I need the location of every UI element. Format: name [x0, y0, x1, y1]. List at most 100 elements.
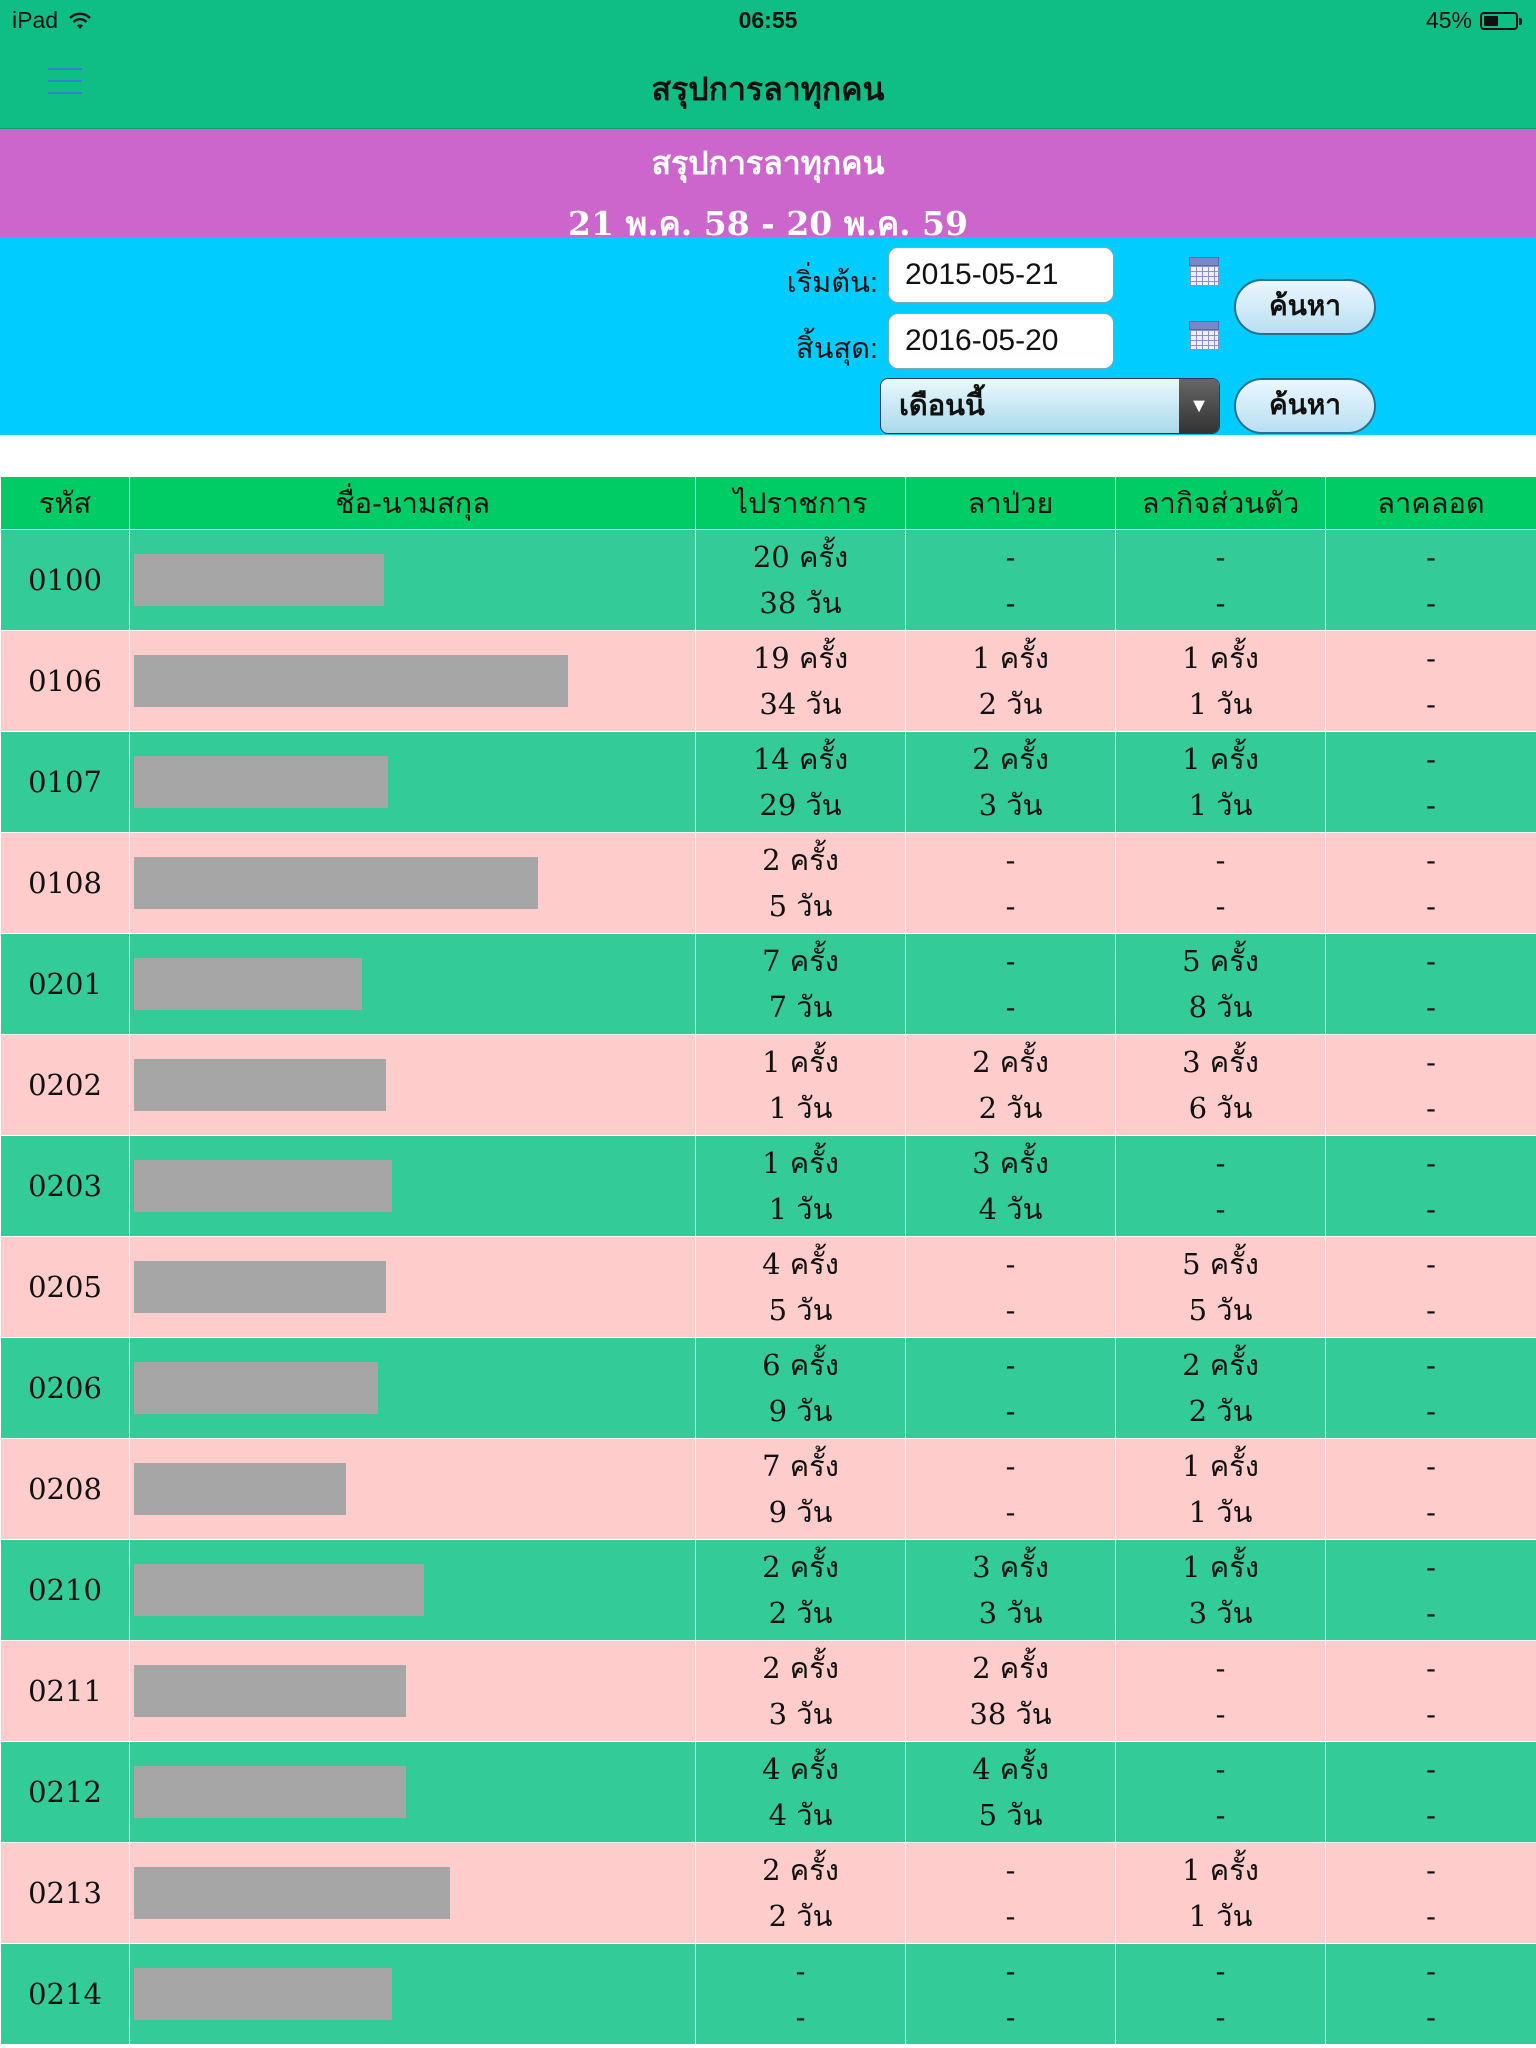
search-button[interactable]: ค้นหา	[1234, 279, 1376, 335]
redacted-name	[134, 1059, 386, 1111]
personal-leave-cell-count: -	[1215, 1651, 1226, 1685]
redacted-name	[134, 756, 388, 808]
table-row: 0205 4 ครั้ง 5 วัน - -5 ครั้ง 5 วัน - -	[0, 1236, 1536, 1338]
employee-name-cell	[129, 630, 696, 732]
start-calendar-icon[interactable]	[1189, 257, 1219, 286]
official-duty-cell-count: 1 ครั้ง	[762, 1045, 839, 1079]
official-duty-cell-count: 2 ครั้ง	[762, 843, 839, 877]
sick-leave-cell-count: 4 ครั้ง	[972, 1752, 1049, 1786]
sick-leave-cell: 2 ครั้ง 38 วัน	[905, 1640, 1116, 1742]
table-row: 0100 20 ครั้ง 38 วัน - - - - - -	[0, 529, 1536, 631]
official-duty-cell-days: 5 วัน	[768, 1293, 833, 1327]
maternity-leave-cell-days: -	[1426, 990, 1436, 1024]
sick-leave-cell-count: -	[1005, 1853, 1016, 1887]
status-bar: iPad 06:55 45%	[0, 0, 1536, 40]
personal-leave-cell: 3 ครั้ง 6 วัน	[1115, 1034, 1326, 1136]
personal-leave-cell-count: 1 ครั้ง	[1182, 641, 1259, 675]
official-duty-cell-count: 7 ครั้ง	[762, 944, 839, 978]
table-row: 0210 2 ครั้ง 2 วัน 3 ครั้ง 3 วัน 1 ครั้ง 3 วัน…	[0, 1539, 1536, 1641]
official-duty-cell: 19 ครั้ง 34 วัน	[695, 630, 906, 732]
sick-leave-cell-count: -	[1005, 843, 1016, 877]
employee-code: 0202	[0, 1034, 130, 1136]
sick-leave-cell-days: 3 วัน	[978, 1596, 1043, 1630]
official-duty-cell: 2 ครั้ง 3 วัน	[695, 1640, 906, 1742]
official-duty-cell-days: 2 วัน	[768, 1596, 833, 1630]
maternity-leave-cell: --	[1325, 1640, 1536, 1742]
personal-leave-cell-days: 1 วัน	[1188, 1495, 1253, 1529]
personal-leave-cell: --	[1115, 1943, 1326, 2045]
personal-leave-cell: --	[1115, 832, 1326, 934]
personal-leave-cell-days: 6 วัน	[1188, 1091, 1253, 1125]
table-row: 0203 1 ครั้ง 1 วัน 3 ครั้ง 4 วัน - - - -	[0, 1135, 1536, 1237]
redacted-name	[134, 1766, 406, 1818]
employee-name-cell	[129, 1640, 696, 1742]
official-duty-cell-days: 9 วัน	[768, 1495, 833, 1529]
wifi-icon	[69, 12, 91, 29]
personal-leave-cell: --	[1115, 1135, 1326, 1237]
official-duty-cell-count: 1 ครั้ง	[762, 1146, 839, 1180]
table-row: 0106 19 ครั้ง 34 วัน 1 ครั้ง 2 วัน 1 ครั้ง 1 ว…	[0, 630, 1536, 732]
sick-leave-cell-days: -	[1005, 1293, 1016, 1327]
maternity-leave-cell-days: -	[1426, 1495, 1436, 1529]
maternity-leave-cell-days: -	[1426, 1596, 1436, 1630]
maternity-leave-cell-count: -	[1426, 1348, 1436, 1382]
personal-leave-cell-days: 1 วัน	[1188, 687, 1253, 721]
employee-name-cell	[129, 1236, 696, 1338]
official-duty-cell-days: 4 วัน	[768, 1798, 833, 1832]
period-search-button[interactable]: ค้นหา	[1234, 378, 1376, 434]
maternity-leave-cell-count: -	[1426, 1853, 1436, 1887]
maternity-leave-cell-days: -	[1426, 1293, 1436, 1327]
leave-summary-table: รหัส ชื่อ-นามสกุล ไปราชการ ลาป่วย ลากิจส…	[0, 476, 1536, 2045]
sick-leave-cell-count: 2 ครั้ง	[972, 1651, 1049, 1685]
personal-leave-cell-count: 1 ครั้ง	[1182, 1853, 1259, 1887]
maternity-leave-cell: --	[1325, 1842, 1536, 1944]
personal-leave-cell-days: 8 วัน	[1188, 990, 1253, 1024]
end-date-input[interactable]: 2016-05-20	[888, 313, 1114, 369]
employee-code: 0106	[0, 630, 130, 732]
period-select[interactable]: เดือนนี้ ▼	[880, 378, 1220, 434]
maternity-leave-cell-days: -	[1426, 1192, 1436, 1226]
employee-code: 0205	[0, 1236, 130, 1338]
maternity-leave-cell: --	[1325, 1741, 1536, 1843]
sick-leave-cell-count: 3 ครั้ง	[972, 1146, 1049, 1180]
dropdown-arrow-icon: ▼	[1179, 379, 1219, 433]
official-duty-cell-count: 20 ครั้ง	[752, 540, 849, 574]
maternity-leave-cell-count: -	[1426, 1651, 1436, 1685]
sick-leave-cell-days: 2 วัน	[978, 1091, 1043, 1125]
personal-leave-cell: 2 ครั้ง 2 วัน	[1115, 1337, 1326, 1439]
employee-code: 0107	[0, 731, 130, 833]
personal-leave-cell-days: 2 วัน	[1188, 1394, 1253, 1428]
sick-leave-cell: 2 ครั้ง 3 วัน	[905, 731, 1116, 833]
official-duty-cell-count: 19 ครั้ง	[752, 641, 849, 675]
redacted-name	[134, 958, 362, 1010]
sick-leave-cell: --	[905, 1943, 1116, 2045]
personal-leave-cell-count: 5 ครั้ง	[1182, 1247, 1259, 1281]
personal-leave-cell-days: 1 วัน	[1188, 1899, 1253, 1933]
nav-bar: สรุปการลาทุกคน	[0, 40, 1536, 129]
period-select-value: เดือนนี้	[899, 390, 985, 422]
maternity-leave-cell: --	[1325, 1337, 1536, 1439]
hamburger-menu-icon[interactable]	[48, 68, 82, 96]
nav-title: สรุปการลาทุกคน	[651, 71, 885, 107]
start-date-label: เริ่มต้น:	[786, 267, 878, 299]
device-name: iPad	[12, 7, 59, 33]
personal-leave-cell-count: 1 ครั้ง	[1182, 1550, 1259, 1584]
maternity-leave-cell: --	[1325, 933, 1536, 1035]
maternity-leave-cell-count: -	[1426, 1247, 1436, 1281]
start-date-input[interactable]: 2015-05-21	[888, 247, 1114, 303]
end-calendar-icon[interactable]	[1189, 321, 1219, 350]
employee-code: 0210	[0, 1539, 130, 1641]
official-duty-cell: 7 ครั้ง 7 วัน	[695, 933, 906, 1035]
header-code: รหัส	[0, 476, 130, 530]
redacted-name	[134, 655, 568, 707]
maternity-leave-cell-days: -	[1426, 1899, 1436, 1933]
table-row: 0214- - - - - - - -	[0, 1943, 1536, 2045]
sick-leave-cell-days: -	[1005, 1495, 1016, 1529]
sick-leave-cell: --	[905, 1337, 1116, 1439]
table-row: 0108 2 ครั้ง 5 วัน - - - - - -	[0, 832, 1536, 934]
personal-leave-cell: 5 ครั้ง 8 วัน	[1115, 933, 1326, 1035]
official-duty-cell: 6 ครั้ง 9 วัน	[695, 1337, 906, 1439]
personal-leave-cell-count: -	[1215, 843, 1226, 877]
sick-leave-cell: --	[905, 832, 1116, 934]
personal-leave-cell-count: 3 ครั้ง	[1182, 1045, 1259, 1079]
